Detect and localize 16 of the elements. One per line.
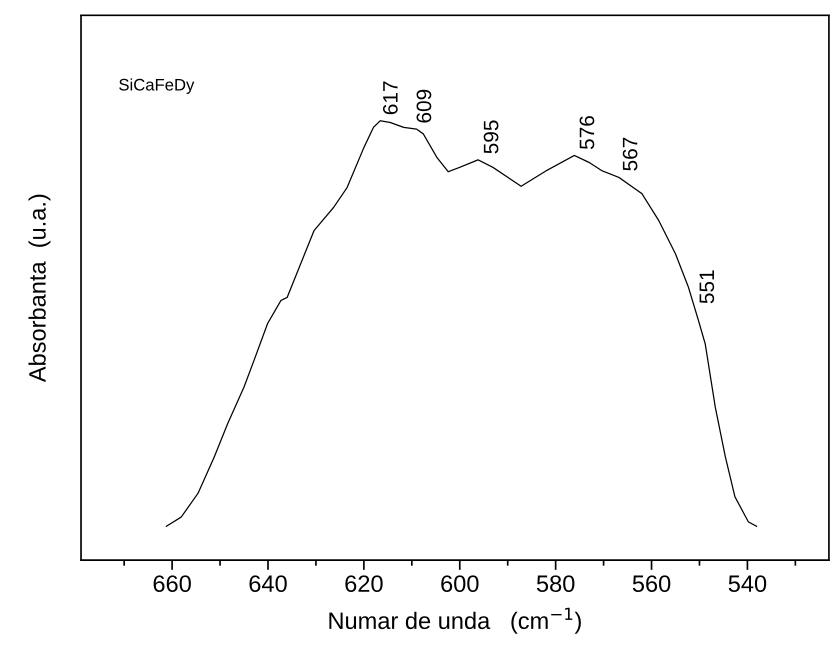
annotation: 551 xyxy=(700,270,714,304)
annotation: 617 xyxy=(382,81,398,114)
annotation: 609 xyxy=(416,90,432,122)
x-tick-label: 660 xyxy=(154,575,191,592)
x-tick-label: 540 xyxy=(728,575,766,592)
annotation: 595 xyxy=(484,120,498,154)
x-tick-label: 640 xyxy=(250,575,287,592)
x-tick-label: 600 xyxy=(441,575,479,592)
x-tick-label: 580 xyxy=(536,575,574,592)
x-axis-title: Numar de unda (cm$^{−1}$) xyxy=(329,608,581,634)
text: SiCaFeDy xyxy=(119,78,194,94)
x-tick-label: 620 xyxy=(345,575,383,592)
y-axis-title: Absorbanta (u.a.) xyxy=(28,194,50,382)
x-tick-label: 560 xyxy=(632,575,670,592)
annotation: 576 xyxy=(580,116,594,150)
annotation: 567 xyxy=(622,138,638,171)
